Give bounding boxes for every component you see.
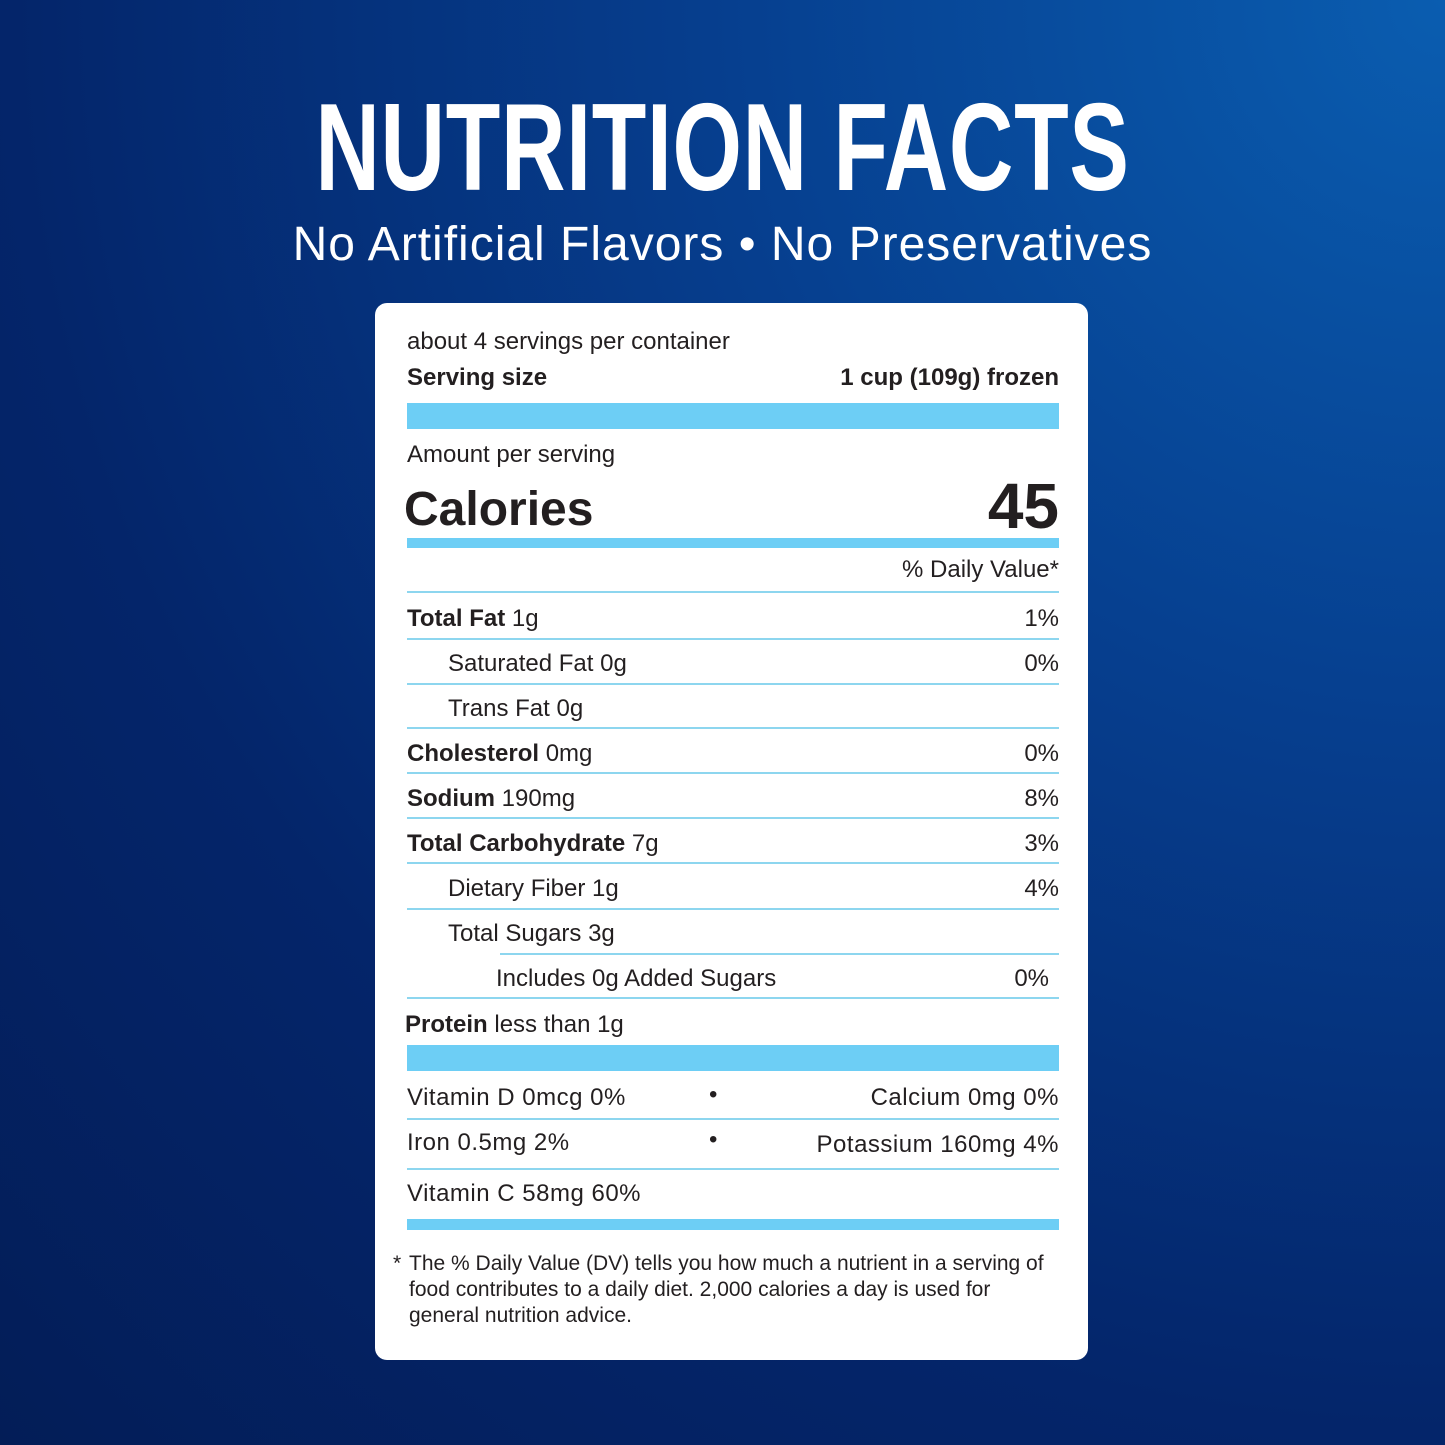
- footnote-marker: *: [393, 1252, 402, 1275]
- rule: [407, 591, 1059, 593]
- nutrient-dv: 0%: [1014, 965, 1049, 992]
- subtitle: No Artificial Flavors • No Preservatives: [292, 218, 1153, 271]
- rule: [407, 908, 1059, 910]
- rule: [407, 772, 1059, 774]
- separator: •: [709, 1081, 718, 1108]
- nutrient-amount: 0g: [600, 650, 627, 677]
- nutrient-name: Includes 0g Added Sugars: [496, 965, 777, 992]
- rule: [407, 683, 1059, 685]
- dv-header: % Daily Value*: [902, 556, 1059, 583]
- nutrient-name: Trans Fat: [448, 695, 550, 722]
- nutrient-name: Total Fat: [407, 605, 506, 632]
- nutrient-amount: 1g: [511, 605, 539, 632]
- calories-label: Calories: [404, 483, 594, 536]
- footnote-text: The % Daily Value (DV) tells you how muc…: [409, 1252, 1044, 1327]
- vitamin: Vitamin D 0mcg 0%: [407, 1084, 626, 1111]
- nutrient-amount: 1g: [592, 875, 619, 902]
- nutrient-amount: 190mg: [501, 785, 576, 812]
- serving-size-value: 1 cup (109g) frozen: [840, 364, 1059, 391]
- servings: about 4 servings per container: [407, 328, 730, 355]
- rule: [407, 997, 1059, 999]
- divider-bar: [407, 538, 1059, 548]
- nutrient-dv: 4%: [1024, 875, 1059, 902]
- rule: [407, 1168, 1059, 1170]
- nutrient-amount: less than 1g: [494, 1011, 624, 1038]
- nutrient-amount: 0g: [556, 695, 584, 722]
- nutrient-name: Total Carbohydrate: [407, 830, 626, 857]
- rule: [407, 638, 1059, 640]
- nutrient-name: Sodium: [407, 785, 495, 812]
- nutrient-dv: 3%: [1024, 830, 1059, 857]
- nutrient-dv: 0%: [1024, 740, 1059, 767]
- vitamin: Calcium 0mg 0%: [870, 1084, 1059, 1111]
- vitamin: Potassium 160mg 4%: [816, 1131, 1059, 1158]
- vitamin: Iron 0.5mg 2%: [407, 1129, 570, 1156]
- serving-size-label: Serving size: [407, 364, 548, 391]
- nutrient-dv: 1%: [1024, 605, 1059, 632]
- nutrient-amount: 7g: [631, 830, 659, 857]
- title: NUTRITION FACTS: [315, 79, 1130, 217]
- nutrient-name: Cholesterol: [407, 740, 540, 767]
- nutrient-dv: 0%: [1024, 650, 1059, 677]
- calories-value: 45: [987, 470, 1059, 542]
- nutrient-name: Dietary Fiber: [448, 875, 586, 902]
- divider-bar: [407, 1219, 1059, 1230]
- nutrient-amount: 0mg: [545, 740, 593, 767]
- divider-bar: [407, 403, 1059, 429]
- nutrient-name: Saturated Fat: [448, 650, 594, 677]
- footnote: * The % Daily Value (DV) tells you how m…: [393, 1251, 1049, 1329]
- rule: [407, 1118, 1059, 1120]
- amount-per-serving: Amount per serving: [407, 441, 616, 468]
- nutrient-dv: 8%: [1024, 785, 1059, 812]
- rule: [500, 953, 1059, 955]
- nutrient-name: Total Sugars: [448, 920, 582, 947]
- separator: •: [709, 1126, 718, 1153]
- vitamin: Vitamin C 58mg 60%: [407, 1180, 641, 1207]
- rule: [407, 862, 1059, 864]
- rule: [407, 817, 1059, 819]
- nutrient-amount: 3g: [588, 920, 615, 947]
- nutrient-name: Protein: [405, 1011, 488, 1038]
- nutrition-label: about 4 servings per container Serving s…: [375, 303, 1088, 1360]
- rule: [407, 727, 1059, 729]
- divider-bar: [407, 1045, 1059, 1071]
